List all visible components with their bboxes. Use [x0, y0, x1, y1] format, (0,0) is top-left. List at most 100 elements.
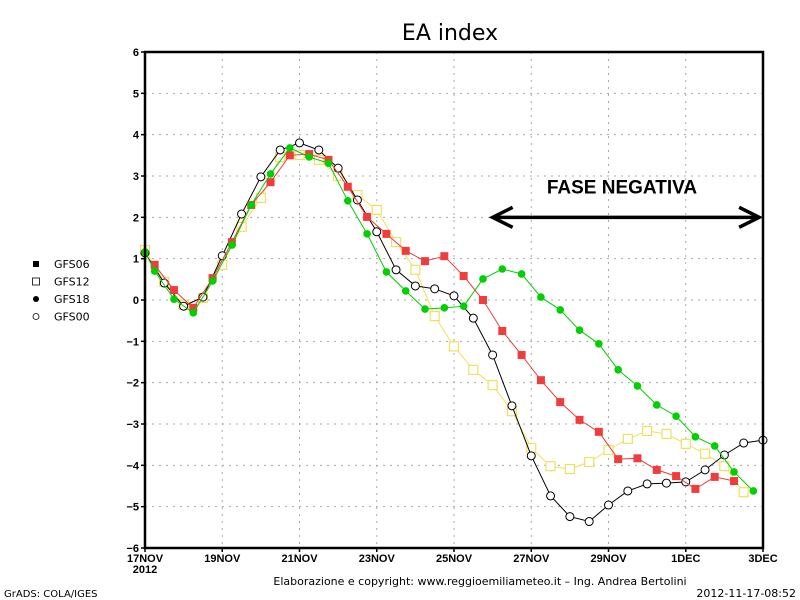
data-point [672, 412, 680, 420]
footer-timestamp: 2012-11-17-08:52 [696, 587, 796, 600]
data-point [680, 438, 691, 449]
legend-marker [32, 313, 40, 320]
data-point [622, 433, 633, 444]
data-point [440, 304, 449, 312]
data-point [150, 260, 159, 269]
data-point [642, 479, 652, 489]
legend-label: GFS00 [54, 311, 90, 324]
arrow-head-left [488, 205, 514, 229]
x-tick-label: 3DEC [748, 553, 777, 565]
data-point [487, 380, 498, 391]
series-gfs06 [150, 150, 739, 493]
data-point [363, 230, 371, 238]
legend-label: GFS06 [54, 258, 90, 271]
annotation: FASE NEGATIVA [488, 177, 764, 229]
data-point [479, 275, 487, 283]
series-gfs18 [141, 144, 758, 495]
data-point [459, 302, 468, 311]
series-gfs12 [139, 149, 749, 498]
data-point [401, 246, 410, 255]
footer-software: GrADS: COLA/IGES [4, 589, 98, 600]
legend: GFS06 GFS12 GFS18 GFS00 [32, 258, 90, 324]
data-point [429, 311, 440, 322]
legend-label: GFS12 [54, 276, 90, 289]
data-point [169, 286, 178, 295]
data-point [266, 170, 275, 178]
data-point [526, 451, 536, 461]
x-tick-label: 23NOV [359, 553, 396, 565]
data-point [691, 484, 700, 493]
legend-item-gfs12: GFS12 [32, 276, 90, 289]
chart-title: EA index [402, 21, 498, 46]
data-point [556, 306, 565, 314]
y-tick-label: 1 [133, 254, 139, 266]
data-point [189, 303, 198, 312]
data-point [584, 517, 594, 527]
data-point [256, 172, 266, 182]
grid [145, 52, 763, 548]
data-point [285, 151, 294, 160]
data-point [275, 145, 285, 155]
data-point [691, 433, 700, 441]
data-point [507, 401, 517, 411]
plot-frame [143, 50, 765, 550]
data-point [324, 159, 333, 167]
x-tick-label: 21NOV [281, 553, 318, 565]
data-point [517, 270, 526, 278]
data-point [440, 252, 449, 261]
data-point [468, 364, 479, 375]
data-point [343, 197, 352, 205]
data-point [247, 201, 256, 209]
y-tick-label: 6 [133, 47, 139, 59]
data-point [498, 327, 507, 335]
arrow-head-right [738, 205, 764, 229]
data-point [305, 153, 313, 161]
y-axis-ticks: −6 −5 −4 −3 −2 −1 0 1 2 3 4 5 6 [126, 47, 145, 555]
data-point [614, 366, 622, 374]
data-point [536, 376, 545, 385]
data-point [595, 340, 603, 348]
data-point [642, 425, 653, 437]
data-point [710, 472, 719, 481]
data-point [749, 487, 758, 495]
legend-item-gfs06: GFS06 [33, 258, 90, 271]
data-point [652, 465, 661, 474]
data-point [652, 401, 661, 409]
legend-marker [33, 261, 39, 267]
data-point [421, 257, 430, 266]
data-point [710, 442, 719, 450]
data-point [575, 326, 584, 334]
x-tick-label: 1DEC [671, 553, 700, 565]
series-line-gfs12 [144, 154, 745, 493]
data-point [371, 204, 382, 215]
data-point [594, 427, 603, 436]
data-point [604, 500, 613, 510]
data-point [266, 178, 275, 187]
data-point [372, 227, 382, 237]
data-point [421, 305, 429, 313]
data-point [410, 264, 421, 275]
y-tick-label: −1 [126, 336, 139, 348]
data-point [237, 209, 247, 219]
data-point [546, 491, 556, 501]
y-tick-label: 2 [133, 212, 139, 224]
data-point [459, 272, 468, 281]
data-point [410, 281, 420, 291]
x-tick-label: 19NOV [204, 553, 241, 565]
x-tick-label: 27NOV [513, 553, 550, 565]
data-point [236, 221, 247, 232]
data-point [584, 456, 595, 468]
data-point [661, 478, 671, 488]
data-point [228, 241, 236, 249]
data-point [448, 341, 460, 352]
x-tick-sublabel: 2012 [133, 564, 157, 576]
x-tick-label: 17NOV [127, 553, 164, 565]
data-point [382, 229, 391, 238]
data-point [150, 267, 159, 275]
data-point [295, 138, 304, 148]
data-point [633, 382, 642, 390]
data-point [699, 448, 711, 459]
data-point [537, 293, 545, 301]
